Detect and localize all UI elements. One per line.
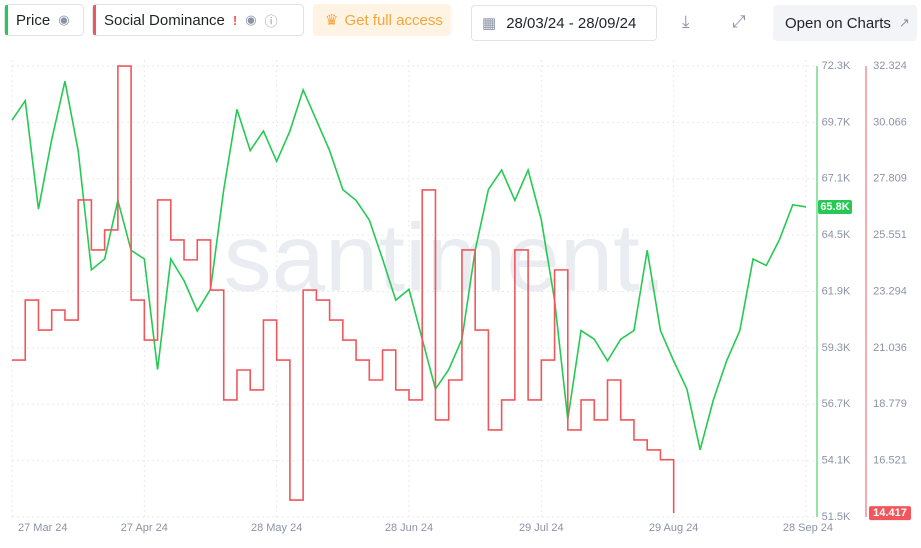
x-tick-label: 29 Aug 24: [649, 522, 699, 534]
external-icon: ↗: [898, 15, 910, 30]
y2-tick-label: 25.551: [873, 229, 907, 241]
y2-tick-label: 21.036: [873, 342, 907, 354]
y2-tick-label: 16.521: [873, 455, 907, 467]
info-icon[interactable]: ⓘ: [264, 13, 278, 29]
legend-label: Social Dominance: [104, 11, 225, 29]
legend-price[interactable]: Price ◉: [4, 4, 84, 36]
legend-swatch: [93, 5, 96, 35]
x-tick-label: 27 Mar 24: [18, 522, 68, 534]
y-tick-label: 59.3K: [822, 342, 851, 354]
download-icon[interactable]: ⤓: [682, 12, 690, 31]
date-picker[interactable]: ▦ 28/03/24 - 28/09/24: [471, 5, 657, 41]
y-tick-label: 56.7K: [822, 398, 851, 410]
x-tick-label: 27 Apr 24: [121, 522, 168, 534]
y2-tick-label: 27.809: [873, 173, 907, 185]
warning-icon: !: [232, 12, 238, 28]
y2-tick-label: 18.779: [873, 398, 907, 410]
value-badge: [818, 199, 852, 214]
y-tick-label: 72.3K: [822, 60, 851, 72]
y2-tick-label: 32.324: [873, 60, 907, 72]
crown-icon: ♛: [325, 12, 339, 29]
button-label: Get full access: [344, 11, 443, 29]
date-range: 28/03/24 - 28/09/24: [506, 14, 637, 32]
x-tick-label: 28 Sep 24: [783, 522, 833, 534]
watermark: santiment.: [224, 204, 667, 311]
series-line: [11, 81, 807, 450]
y2-tick-label: 30.066: [873, 116, 907, 128]
series-line: [12, 65, 675, 514]
eye-icon[interactable]: ◉: [245, 12, 257, 27]
button-label: Open on Charts: [785, 14, 891, 32]
value-badge: [869, 506, 911, 521]
y-tick-label: 51.5K: [822, 511, 851, 523]
y2-tick-label: 23.294: [873, 285, 907, 297]
get-access-button[interactable]: ♛ Get full access: [313, 4, 451, 36]
legend-label: Price: [16, 11, 51, 29]
value-badge-label: 14.417: [873, 507, 907, 519]
eye-icon[interactable]: ◉: [58, 12, 70, 27]
legend-swatch: [5, 5, 8, 35]
value-badge-label: 65.8K: [820, 201, 849, 213]
y-tick-label: 69.7K: [822, 116, 851, 128]
legend-social[interactable]: Social Dominance ! ◉ ⓘ: [92, 4, 304, 36]
y-tick-label: 64.5K: [822, 229, 851, 241]
x-tick-label: 28 Jun 24: [385, 522, 433, 534]
fullscreen-icon[interactable]: ⤢: [732, 12, 746, 31]
x-tick-label: 28 May 24: [251, 522, 302, 534]
x-tick-label: 29 Jul 24: [519, 522, 564, 534]
open-charts-button[interactable]: Open on Charts ↗: [773, 5, 917, 41]
y-tick-label: 67.1K: [822, 173, 851, 185]
y-tick-label: 54.1K: [822, 455, 851, 467]
calendar-icon: ▦: [482, 15, 497, 32]
y-tick-label: 61.9K: [822, 285, 851, 297]
